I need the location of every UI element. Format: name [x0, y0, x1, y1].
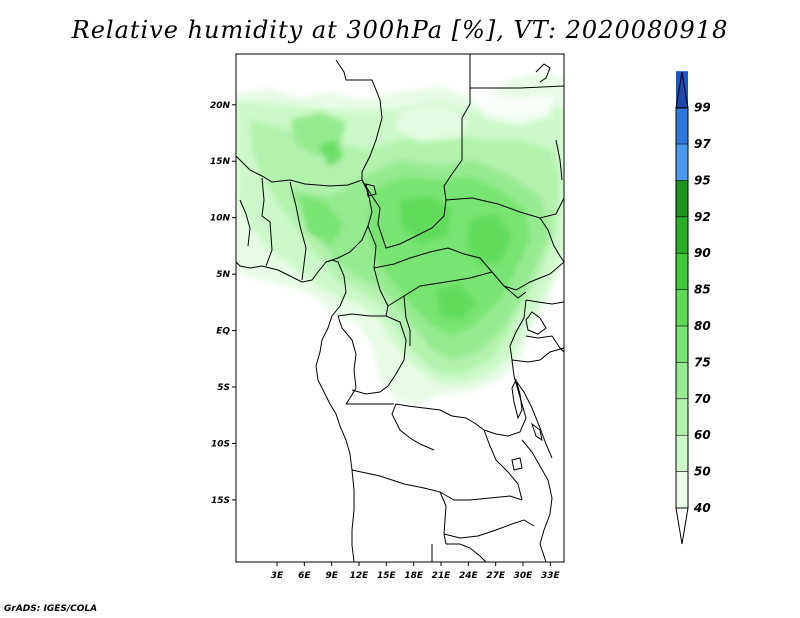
humidity-contour	[436, 284, 476, 320]
colorbar-segment	[676, 180, 688, 217]
colorbar-segment	[676, 398, 688, 436]
x-tick-label: 18E	[404, 571, 424, 581]
x-tick-label: 27E	[486, 571, 506, 581]
humidity-contour	[470, 92, 556, 124]
humidity-field	[236, 72, 564, 404]
colorbar-label: 95	[694, 173, 711, 187]
humidity-contour	[400, 196, 452, 244]
country-borders	[236, 54, 564, 562]
colorbar-segment	[676, 107, 688, 144]
x-tick-label: 12E	[350, 571, 370, 581]
humidity-contour	[318, 140, 344, 166]
x-tick-label: 30E	[514, 571, 534, 581]
y-tick-label: 10N	[210, 214, 231, 224]
colorbar-segment	[676, 289, 688, 326]
colorbar-label: 92	[694, 210, 711, 224]
colorbar: 40 50 60 70 75 80 85 90 92 95 97 99	[675, 71, 711, 545]
colorbar-segment	[676, 435, 688, 472]
colorbar-label: 99	[694, 101, 711, 115]
colorbar-label: 75	[694, 355, 711, 369]
colorbar-label: 97	[694, 137, 711, 151]
colorbar-segment	[676, 362, 688, 399]
humidity-contour	[466, 214, 512, 266]
humidity-contour	[300, 196, 344, 244]
y-tick-label: 5N	[216, 270, 230, 280]
colorbar-label: 70	[694, 392, 711, 406]
y-axis-ticks: 20N 15N 10N 5N EQ 5S 10S 15S	[210, 101, 236, 506]
x-tick-label: 21E	[432, 571, 452, 581]
colorbar-label: 90	[694, 246, 711, 260]
y-tick-label: 5S	[217, 383, 230, 393]
colorbar-segment	[676, 253, 688, 290]
colorbar-label: 50	[694, 465, 711, 479]
colorbar-segment	[676, 471, 688, 508]
y-tick-label: 20N	[210, 101, 231, 111]
x-tick-label: 15E	[377, 571, 397, 581]
map-frame	[235, 53, 565, 563]
x-axis-ticks: 3E 6E 9E 12E 15E 18E 21E 24E 27E 30E 33E	[271, 562, 561, 581]
colorbar-segment	[676, 326, 688, 363]
colorbar-label: 60	[694, 428, 711, 442]
colorbar-segment	[676, 144, 688, 181]
x-tick-label: 9E	[325, 571, 338, 581]
x-tick-label: 24E	[459, 571, 479, 581]
colorbar-label: 40	[693, 501, 711, 515]
colorbar-label: 85	[694, 283, 711, 297]
x-tick-label: 6E	[298, 571, 311, 581]
y-tick-label: 15N	[210, 157, 231, 167]
y-tick-label: 15S	[211, 496, 230, 506]
humidity-contour	[396, 104, 470, 142]
map-title: Relative humidity at 300hPa [%], VT: 202…	[71, 16, 729, 44]
x-tick-label: 33E	[541, 571, 561, 581]
colorbar-label: 80	[694, 319, 711, 333]
colorbar-segment	[676, 216, 688, 254]
y-tick-label: 10S	[211, 439, 230, 449]
y-tick-label: EQ	[216, 327, 230, 337]
colorbar-low-triangle	[675, 507, 689, 545]
x-tick-label: 3E	[271, 571, 284, 581]
grads-credit: GrADS: IGES/COLA	[4, 604, 98, 614]
